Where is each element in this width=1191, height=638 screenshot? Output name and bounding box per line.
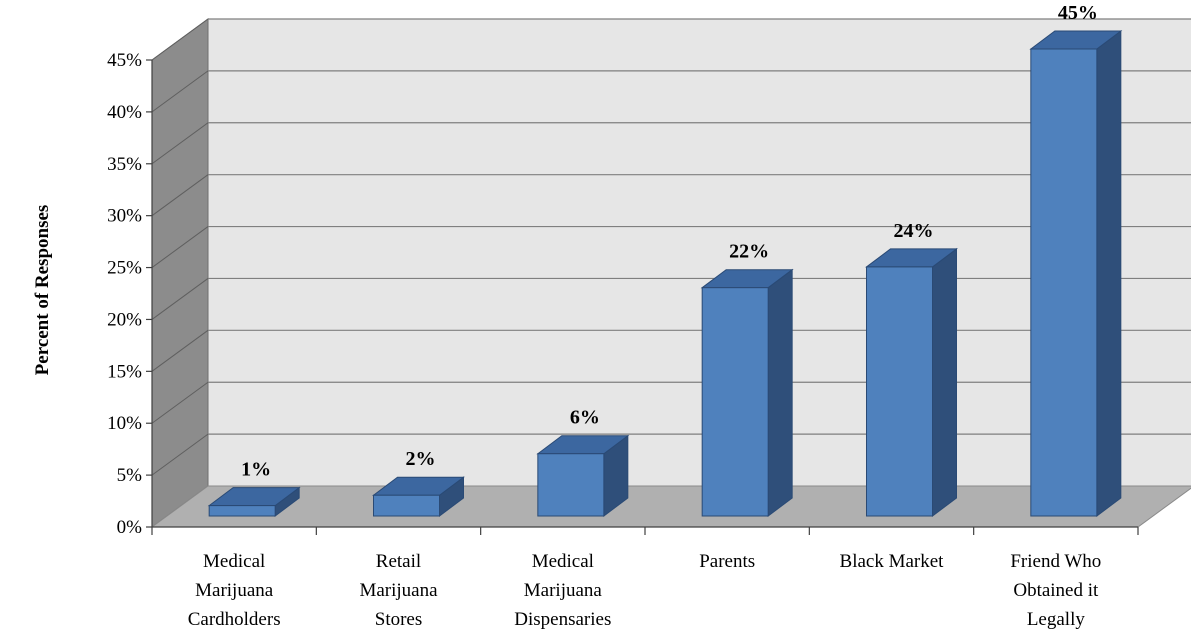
gridline-side [151,433,209,476]
y-tick-label: 25% [107,258,142,279]
bar-front [373,494,440,517]
x-category-label-line: Retail [376,551,421,572]
data-label: 1% [241,459,271,481]
x-category-label: Medical Marijuana Dispensaries [514,551,611,630]
gridline-side [151,122,209,165]
y-tick-label: 40% [107,102,142,123]
bar-front [208,505,276,517]
x-category-label: Friend Who Obtained it Legally [1010,551,1101,630]
y-tick-label: 15% [107,361,142,382]
data-label: 45% [1058,2,1098,24]
x-category-label-line: Stores [375,609,423,630]
bars [207,30,1123,517]
x-category-label-line: Marijuana [195,580,274,601]
gridline-side [151,70,209,113]
x-category-label: Retail Marijuana Stores [359,551,438,630]
y-tick-label: 20% [107,309,142,330]
bar-front [537,453,605,517]
x-category-label-line: Medical [203,551,265,572]
bar-front [701,287,769,517]
data-labels: 1% 2% 6% 22% 24% 45% [241,2,1098,481]
x-category-label-line: Parents [699,551,755,572]
y-tick-label: 45% [107,50,142,71]
bar-side [932,247,957,517]
x-category-label: Parents [699,551,755,572]
x-category-label-line: Black Market [840,551,945,572]
gridline-side [151,329,209,372]
data-label: 6% [570,407,600,429]
data-label: 2% [406,448,436,470]
x-category-label-line: Marijuana [524,580,603,601]
y-axis-label: Percent of Responses [32,205,53,376]
side-wall [151,18,209,528]
x-category-label-line: Friend Who [1010,551,1101,572]
bar [700,268,794,517]
bar [207,486,301,517]
bar-side [1096,30,1122,517]
y-tick-label: 0% [117,517,143,538]
bar-front [1030,48,1098,517]
gridline-side [151,174,209,217]
bar [536,434,630,517]
x-category-label: Black Market [840,551,945,572]
gridline-side [151,278,209,320]
data-label: 24% [894,220,934,242]
gridline-side [151,226,209,268]
x-category-label-line: Legally [1027,609,1086,630]
x-category-label-line: Dispensaries [514,609,611,630]
bar-front [866,266,933,517]
gridline-side [151,381,209,424]
y-tick-label: 30% [107,206,142,227]
x-category-label-line: Marijuana [359,580,438,601]
gridline-side [151,18,209,61]
gridlines [151,18,1191,476]
axes [146,59,1139,535]
y-tick-label: 10% [107,413,142,434]
y-tick-label: 5% [117,465,143,486]
y-tick-label: 35% [107,154,142,175]
x-category-label-line: Medical [532,551,594,572]
y-tick-labels: 0% 5% 10% 15% 20% 25% 30% 35% 40% 45% [107,50,142,538]
bar [864,247,959,517]
data-label: 22% [729,241,769,263]
x-category-label-line: Cardholders [188,609,281,630]
bar-side [767,268,793,517]
x-category-label: Medical Marijuana Cardholders [188,551,281,630]
x-category-label-line: Obtained it [1013,580,1099,601]
bar [1029,30,1123,517]
bar [372,476,465,517]
x-category-labels: Medical Marijuana Cardholders Retail Marijua… [188,551,1102,630]
